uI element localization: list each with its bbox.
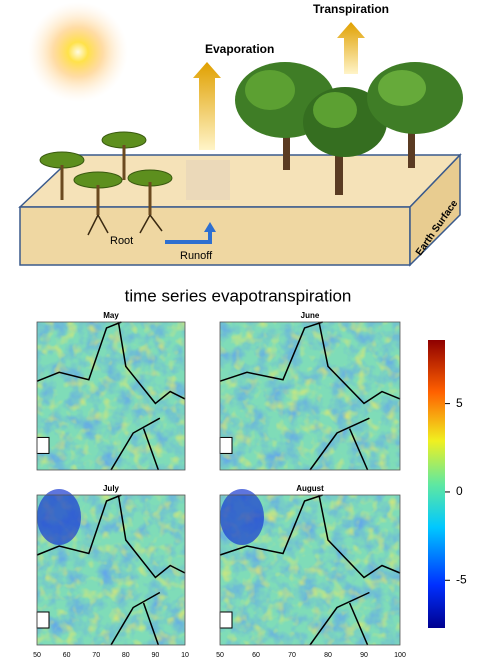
evaporation-arrow [193,62,221,150]
colorbar-tick-label: -5 [456,572,467,586]
x-tick-label: 50 [216,652,224,659]
figure-title: time series evapotranspiration [125,286,352,305]
x-tick-label: 60 [63,652,71,659]
label: Evaporation [205,42,274,56]
x-tick-label: 80 [122,652,130,659]
island [37,437,49,453]
x-tick-label: 90 [152,652,160,659]
moist-soil [186,160,230,200]
island [220,437,232,453]
island [37,612,49,628]
figure: Evaporation Transpiration Root Runoff Ea… [0,0,477,660]
colorbar-tick-label: 5 [456,396,463,410]
x-tick-label: 50 [33,652,41,659]
map-blue-region [37,489,81,545]
x-tick-label: 70 [92,652,100,659]
colorbar-tick-label: 0 [456,484,463,498]
label: Transpiration [313,2,389,16]
island [220,612,232,628]
x-tick-label: 60 [252,652,260,659]
label: Runoff [180,250,213,262]
transpiration-arrow [337,22,365,74]
map-yellow [37,322,185,470]
colorbar-ticks: 5 0 -5 [445,396,467,587]
label: Root [110,235,133,247]
panel-title: May [103,311,119,320]
panel-title: August [296,484,324,493]
x-tick-label: 10 [181,652,189,659]
map-panels: May June July 50 60 70 80 90 10 August 50 60 70 80 90 1… [33,311,406,659]
map-blue-region [220,489,264,545]
x-tick-label: 90 [360,652,368,659]
panel-title: July [103,484,120,493]
x-tick-label: 80 [324,652,332,659]
panel-title: June [301,311,320,320]
ground-front [20,207,410,265]
x-tick-label: 100 [394,652,406,659]
map-yellow [220,322,400,470]
sun [28,2,128,102]
x-tick-label: 70 [288,652,296,659]
colorbar [428,340,445,628]
